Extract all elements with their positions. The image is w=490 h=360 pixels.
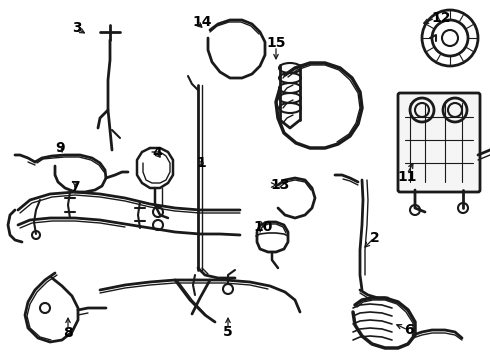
Text: 5: 5 [223,325,233,339]
Text: 1: 1 [196,156,206,170]
Text: 4: 4 [152,146,162,160]
Text: 15: 15 [266,36,286,50]
Text: 9: 9 [55,141,65,155]
Text: 2: 2 [370,231,380,245]
Text: 11: 11 [397,170,417,184]
Text: 10: 10 [253,220,273,234]
Text: 13: 13 [270,178,290,192]
Text: 14: 14 [192,15,212,29]
Text: 6: 6 [404,323,414,337]
FancyBboxPatch shape [398,93,480,192]
Text: 8: 8 [63,326,73,340]
Text: 12: 12 [431,11,450,25]
Text: 3: 3 [72,21,82,35]
Text: 7: 7 [70,180,80,194]
